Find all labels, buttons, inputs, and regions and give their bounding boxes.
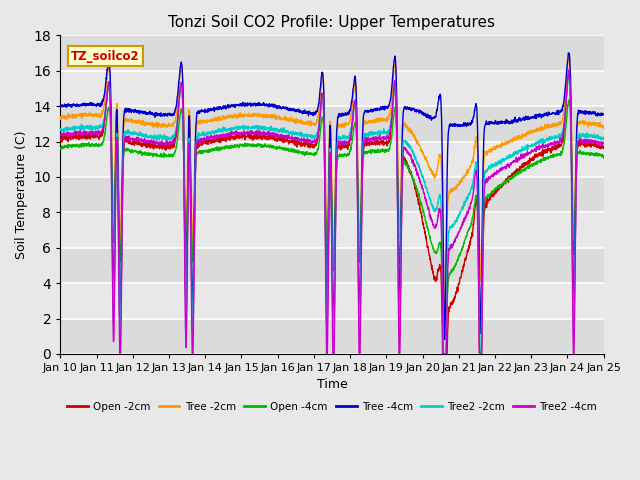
Open -2cm — [360, 148, 367, 154]
Bar — [60, 319, 604, 354]
Open -2cm — [348, 129, 355, 135]
Open -2cm — [567, 133, 575, 139]
Line: Tree2 -2cm: Tree2 -2cm — [60, 77, 604, 354]
Bar — [60, 177, 604, 212]
Tree2 -4cm — [567, 143, 575, 148]
Tree2 -4cm — [490, 173, 498, 179]
Open -2cm — [600, 144, 607, 149]
Open -2cm — [208, 138, 216, 144]
Tree -2cm — [552, 123, 559, 129]
Tree -4cm — [56, 104, 64, 109]
Tree -2cm — [208, 116, 216, 122]
Open -4cm — [208, 148, 216, 154]
Open -4cm — [565, 97, 573, 103]
Text: TZ_soilco2: TZ_soilco2 — [71, 49, 140, 63]
X-axis label: Time: Time — [317, 379, 348, 392]
Tree2 -4cm — [600, 140, 607, 145]
Open -4cm — [600, 155, 607, 161]
Bar — [60, 106, 604, 142]
Tree2 -4cm — [348, 122, 356, 128]
Tree -4cm — [441, 336, 449, 342]
Line: Tree2 -4cm: Tree2 -4cm — [60, 70, 604, 354]
Tree -2cm — [348, 108, 355, 114]
Tree -2cm — [490, 144, 498, 150]
Tree -2cm — [565, 53, 573, 59]
Line: Open -2cm: Open -2cm — [60, 70, 604, 354]
Tree2 -2cm — [440, 351, 447, 357]
Bar — [60, 283, 604, 319]
Tree2 -4cm — [116, 351, 124, 357]
Tree -4cm — [348, 99, 355, 105]
Tree2 -2cm — [56, 127, 64, 133]
Title: Tonzi Soil CO2 Profile: Upper Temperatures: Tonzi Soil CO2 Profile: Upper Temperatur… — [168, 15, 495, 30]
Open -4cm — [440, 351, 447, 357]
Tree -4cm — [564, 50, 572, 56]
Bar — [60, 212, 604, 248]
Tree -4cm — [552, 111, 559, 117]
Tree2 -2cm — [348, 125, 355, 131]
Tree2 -2cm — [552, 134, 559, 140]
Tree -2cm — [441, 314, 449, 320]
Tree -4cm — [490, 120, 498, 126]
Open -2cm — [56, 138, 64, 144]
Open -2cm — [490, 192, 498, 198]
Open -4cm — [56, 146, 64, 152]
Tree -4cm — [208, 108, 216, 113]
Tree2 -2cm — [208, 128, 216, 134]
Tree -2cm — [56, 116, 64, 122]
Tree -2cm — [600, 123, 607, 129]
Bar — [60, 248, 604, 283]
Line: Open -4cm: Open -4cm — [60, 100, 604, 354]
Open -4cm — [552, 153, 559, 158]
Line: Tree -4cm: Tree -4cm — [60, 53, 604, 339]
Bar — [60, 36, 604, 71]
Tree -2cm — [360, 123, 367, 129]
Tree2 -2cm — [564, 74, 572, 80]
Tree2 -4cm — [208, 134, 216, 140]
Open -4cm — [490, 189, 498, 194]
Bar — [60, 142, 604, 177]
Tree2 -2cm — [490, 162, 498, 168]
Tree2 -4cm — [56, 132, 64, 138]
Tree -4cm — [600, 112, 607, 118]
Y-axis label: Soil Temperature (C): Soil Temperature (C) — [15, 131, 28, 259]
Tree -4cm — [567, 116, 575, 121]
Open -4cm — [567, 137, 575, 143]
Open -2cm — [439, 351, 447, 357]
Open -4cm — [348, 141, 355, 147]
Line: Tree -2cm: Tree -2cm — [60, 56, 604, 317]
Open -4cm — [360, 155, 367, 160]
Open -2cm — [565, 67, 573, 73]
Tree2 -4cm — [552, 141, 559, 147]
Tree2 -4cm — [360, 142, 367, 148]
Tree2 -2cm — [360, 139, 367, 145]
Tree2 -4cm — [565, 67, 573, 73]
Legend: Open -2cm, Tree -2cm, Open -4cm, Tree -4cm, Tree2 -2cm, Tree2 -4cm: Open -2cm, Tree -2cm, Open -4cm, Tree -4… — [63, 397, 602, 416]
Tree2 -2cm — [600, 135, 607, 141]
Open -2cm — [552, 143, 559, 148]
Tree -4cm — [360, 115, 367, 120]
Bar — [60, 71, 604, 106]
Tree -2cm — [567, 99, 575, 105]
Tree2 -2cm — [567, 137, 575, 143]
